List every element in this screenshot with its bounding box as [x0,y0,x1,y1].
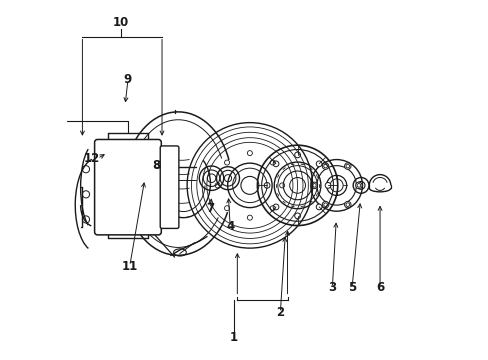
Text: 8: 8 [152,159,161,172]
Circle shape [294,152,300,158]
Text: 10: 10 [112,16,129,29]
Text: 7: 7 [206,202,214,215]
FancyBboxPatch shape [94,139,161,235]
Circle shape [322,163,328,169]
Circle shape [344,163,350,169]
Circle shape [106,143,116,153]
Text: 6: 6 [375,281,384,294]
Text: 9: 9 [123,73,132,86]
Text: 5: 5 [347,281,355,294]
Circle shape [294,213,300,219]
Text: 12: 12 [84,152,100,165]
Circle shape [139,165,145,172]
Circle shape [273,204,278,210]
Circle shape [325,183,330,188]
Circle shape [310,182,317,189]
Text: 1: 1 [229,331,237,344]
Circle shape [322,201,328,208]
Text: 11: 11 [122,260,138,273]
FancyBboxPatch shape [160,146,179,228]
Text: 3: 3 [327,281,336,294]
Circle shape [355,182,362,189]
Text: 2: 2 [276,306,284,319]
Circle shape [264,183,269,188]
Circle shape [273,161,278,167]
Text: 4: 4 [225,220,234,233]
Circle shape [316,161,321,167]
Circle shape [344,201,350,208]
Circle shape [316,204,321,210]
